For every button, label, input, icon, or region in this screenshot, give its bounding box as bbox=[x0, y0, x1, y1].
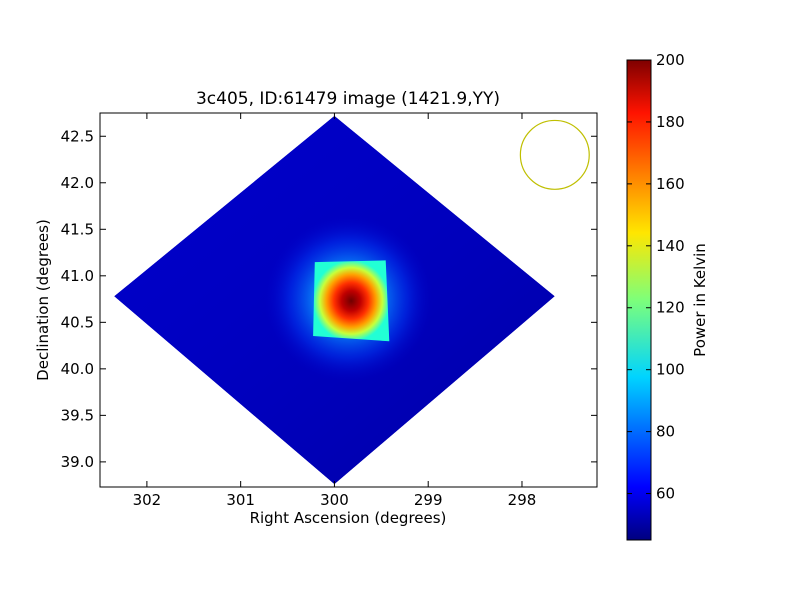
y-tick-label: 40.0 bbox=[61, 360, 94, 378]
x-tick-label: 300 bbox=[320, 491, 349, 509]
heatmap-image bbox=[114, 115, 555, 485]
x-axis-label: Right Ascension (degrees) bbox=[250, 509, 447, 527]
colorbar-gradient bbox=[626, 59, 652, 541]
colorbar-tick-label: 140 bbox=[656, 237, 685, 255]
beam-marker bbox=[519, 119, 590, 190]
y-axis: 39.0 39.5 40.0 40.5 41.0 41.5 42.0 42.5 bbox=[61, 127, 597, 471]
y-tick-label: 42.5 bbox=[61, 127, 94, 145]
colorbar-tick-label: 80 bbox=[656, 423, 675, 441]
y-tick-label: 42.0 bbox=[61, 174, 94, 192]
y-axis-label: Declination (degrees) bbox=[34, 219, 52, 381]
colorbar-tick-label: 60 bbox=[656, 485, 675, 503]
x-axis: 302 301 300 299 298 bbox=[133, 113, 537, 509]
x-tick-label: 298 bbox=[508, 491, 537, 509]
y-tick-label: 41.5 bbox=[61, 220, 94, 238]
colorbar-tick-label: 160 bbox=[656, 175, 685, 193]
colorbar-tick-label: 100 bbox=[656, 361, 685, 379]
y-tick-label: 39.5 bbox=[61, 406, 94, 424]
y-tick-label: 40.5 bbox=[61, 313, 94, 331]
colorbar-tick-label: 120 bbox=[656, 299, 685, 317]
colorbar-tick-label: 200 bbox=[656, 51, 685, 69]
chart-title: 3c405, ID:61479 image (1421.9,YY) bbox=[196, 89, 500, 109]
x-tick-label: 301 bbox=[226, 491, 255, 509]
plot-area bbox=[114, 115, 590, 485]
colorbar-label: Power in Kelvin bbox=[691, 243, 709, 357]
colorbar-ticks: 60 80 100 120 140 160 180 200 bbox=[627, 51, 685, 503]
axes-frame bbox=[99, 112, 598, 488]
colorbar: 60 80 100 120 140 160 180 200 Power in Kelvin bbox=[626, 51, 709, 541]
y-tick-label: 41.0 bbox=[61, 267, 94, 285]
x-tick-label: 299 bbox=[414, 491, 443, 509]
x-tick-label: 302 bbox=[133, 491, 162, 509]
y-tick-label: 39.0 bbox=[61, 453, 94, 471]
colorbar-tick-label: 180 bbox=[656, 113, 685, 131]
heatmap-peak bbox=[313, 260, 390, 342]
